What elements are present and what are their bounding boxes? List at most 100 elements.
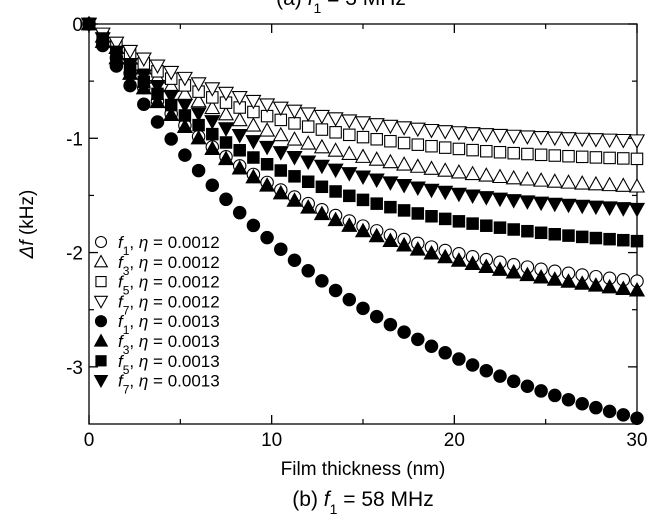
data-point <box>190 92 207 108</box>
data-point <box>368 227 385 243</box>
data-point <box>589 400 603 415</box>
legend-item: f3, η = 0.0013 <box>93 332 220 357</box>
data-point <box>548 388 562 403</box>
data-point <box>587 175 604 191</box>
data-point <box>397 136 411 150</box>
data-point <box>574 199 591 215</box>
data-point <box>300 135 317 150</box>
series-7-square-filled <box>82 17 644 248</box>
data-point <box>491 168 509 184</box>
data-point <box>190 129 207 145</box>
data-point <box>589 151 603 164</box>
data-point <box>438 346 452 360</box>
y-tick-label: -2 <box>66 244 83 265</box>
data-point <box>491 128 509 144</box>
data-point <box>327 112 344 127</box>
data-point <box>560 198 577 214</box>
data-point <box>480 219 493 232</box>
data-point <box>354 116 372 131</box>
data-point <box>368 118 385 133</box>
data-point <box>122 57 139 73</box>
data-point <box>450 252 467 267</box>
data-point <box>437 125 454 140</box>
data-point <box>313 138 330 154</box>
data-point <box>466 217 479 230</box>
data-point <box>288 117 301 130</box>
y-tick-label: -1 <box>66 129 83 150</box>
data-point <box>327 163 344 179</box>
data-point <box>301 264 315 278</box>
data-point <box>615 280 632 296</box>
data-point <box>533 131 550 146</box>
data-point <box>630 411 644 426</box>
data-point <box>560 174 577 189</box>
data-point <box>163 89 180 105</box>
data-point <box>464 255 481 270</box>
data-point <box>190 107 207 122</box>
data-point <box>301 175 315 189</box>
data-point <box>466 143 479 157</box>
top-caption: (a) f1 = 3 MHz <box>276 0 406 16</box>
data-point <box>437 248 454 264</box>
data-point <box>259 122 276 137</box>
data-point <box>245 94 262 110</box>
legend-marker <box>95 355 107 367</box>
data-point <box>396 121 413 136</box>
legend-item: f3, η = 0.0012 <box>93 253 220 278</box>
legend-item: f7, η = 0.0012 <box>93 292 220 317</box>
data-point <box>603 232 616 246</box>
data-point <box>546 197 563 213</box>
data-point <box>219 136 233 149</box>
data-point <box>601 176 618 192</box>
data-point <box>628 134 646 149</box>
data-point <box>574 132 591 148</box>
data-point <box>356 193 370 207</box>
legend-label: f3, η = 0.0012 <box>118 253 220 278</box>
data-point <box>575 150 589 164</box>
data-point <box>506 374 521 389</box>
y-axis-label: Δf (kHz) <box>17 190 38 260</box>
x-tick-label: 10 <box>261 430 282 451</box>
data-point <box>478 128 495 143</box>
data-point <box>149 59 166 75</box>
data-point <box>286 104 303 120</box>
data-point <box>493 145 507 159</box>
data-point <box>493 221 507 234</box>
data-point <box>423 245 440 260</box>
data-point <box>521 147 534 161</box>
data-point <box>231 111 248 127</box>
data-point <box>382 153 399 169</box>
data-point <box>562 149 575 163</box>
data-point <box>231 159 248 175</box>
data-point <box>178 148 192 162</box>
x-tick-label: 20 <box>444 430 465 451</box>
data-point <box>479 363 494 378</box>
data-point <box>231 128 248 144</box>
data-point <box>534 148 548 162</box>
data-point <box>438 141 452 154</box>
data-point <box>411 138 425 151</box>
data-point <box>135 69 152 84</box>
data-point <box>589 231 603 245</box>
data-point <box>587 277 604 292</box>
data-point <box>231 90 248 106</box>
data-point <box>217 150 235 166</box>
legend-label: f5, η = 0.0012 <box>118 273 220 298</box>
data-point <box>329 185 342 198</box>
data-point <box>534 226 548 240</box>
data-point <box>245 117 262 132</box>
data-point <box>425 139 438 153</box>
data-point <box>423 183 440 199</box>
data-point <box>587 200 604 216</box>
data-point <box>534 384 548 398</box>
data-point <box>94 32 111 47</box>
data-point <box>204 82 221 97</box>
data-point <box>628 178 646 193</box>
data-point <box>409 181 426 196</box>
data-point <box>150 115 165 129</box>
data-point <box>478 167 495 182</box>
legend-marker <box>93 374 109 389</box>
data-point <box>409 241 426 256</box>
legend-item: f7, η = 0.0013 <box>93 372 220 397</box>
data-point <box>313 109 330 125</box>
